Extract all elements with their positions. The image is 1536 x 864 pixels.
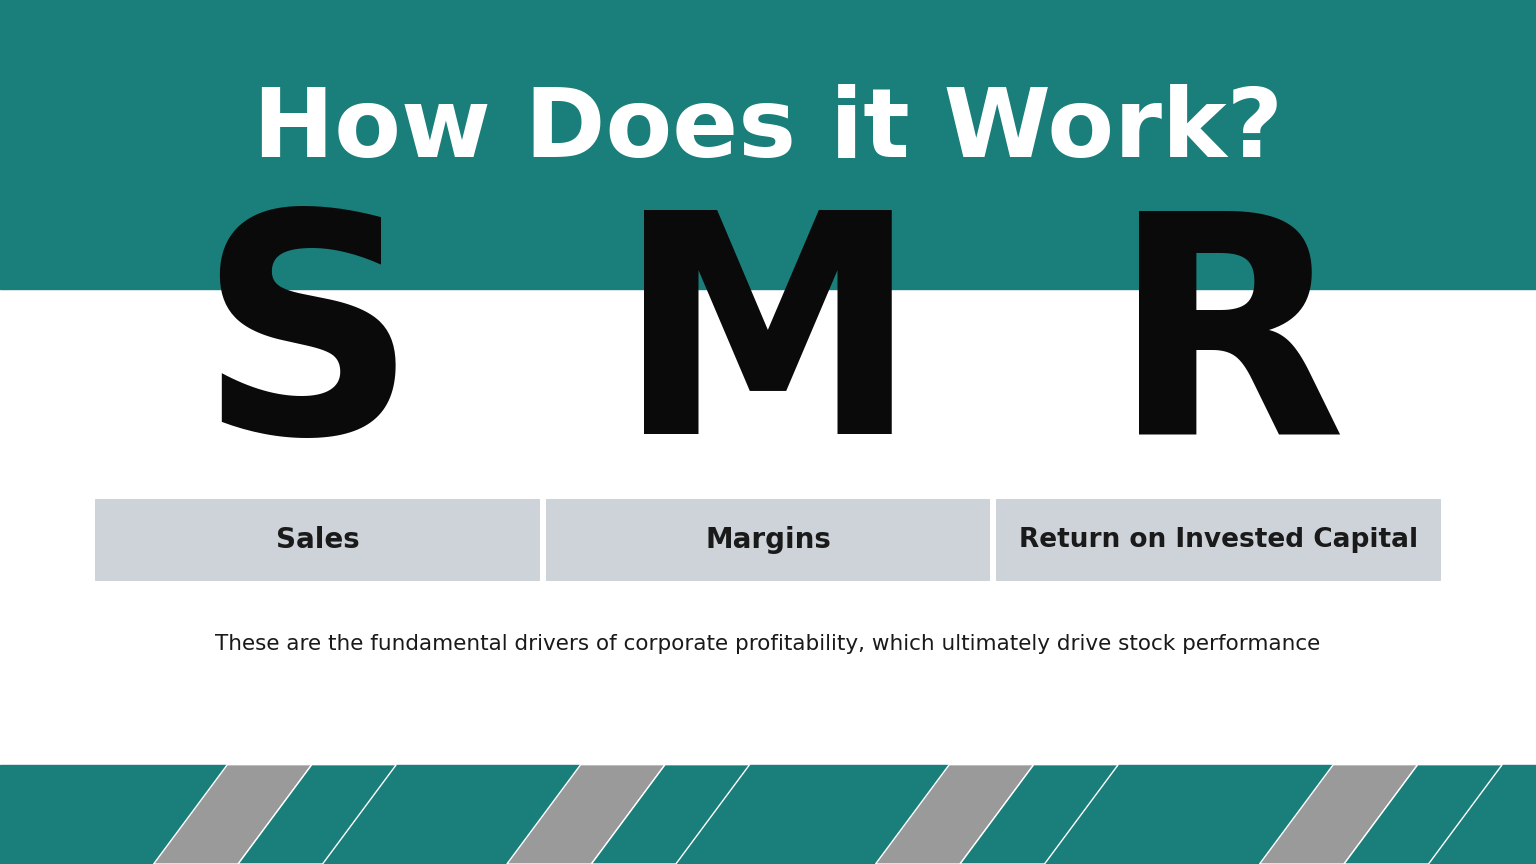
Bar [545,499,991,581]
Text: M: M [616,201,920,499]
Bar [95,499,539,581]
Bar [997,499,1441,581]
Polygon shape [876,765,1034,864]
Polygon shape [154,765,312,864]
Polygon shape [1344,765,1502,864]
Text: R: R [1111,201,1347,499]
Polygon shape [591,765,750,864]
Polygon shape [238,765,396,864]
Text: How Does it Work?: How Does it Work? [253,84,1283,177]
Text: These are the fundamental drivers of corporate profitability, which ultimately d: These are the fundamental drivers of cor… [215,633,1321,654]
Polygon shape [1260,765,1418,864]
Bar [0,0,1536,289]
Text: S: S [197,201,418,499]
Polygon shape [960,765,1118,864]
Text: Sales: Sales [275,526,359,554]
Polygon shape [507,765,665,864]
Text: Margins: Margins [705,526,831,554]
Text: Return on Invested Capital: Return on Invested Capital [1018,527,1418,553]
Bar [0,765,1536,864]
